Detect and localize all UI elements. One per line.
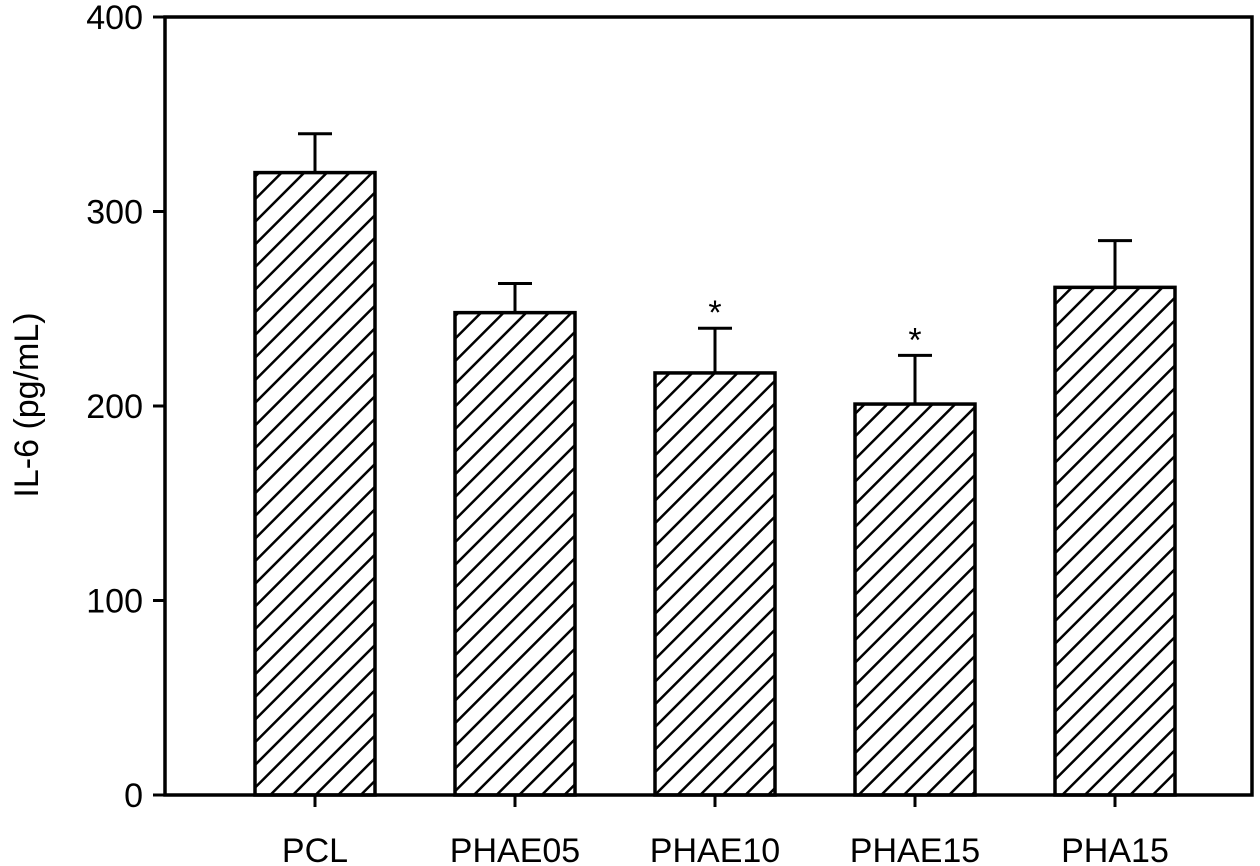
- bar: [453, 310, 577, 797]
- y-tick-label: 100: [86, 583, 143, 621]
- bar: [253, 170, 377, 797]
- bar: [653, 371, 777, 797]
- x-tick-label: PHAE05: [450, 832, 580, 866]
- plot-frame: [163, 15, 1254, 797]
- x-tick-label: PHAE15: [850, 832, 980, 866]
- x-tick-label: PCL: [282, 832, 348, 866]
- x-tick-label: PHAE10: [650, 832, 780, 866]
- significance-mark: *: [708, 294, 721, 332]
- y-tick-label: 0: [124, 777, 143, 815]
- y-axis-label: IL-6 (pg/mL): [8, 312, 46, 497]
- bar: [1053, 285, 1177, 797]
- bar: [853, 402, 977, 797]
- x-tick-label: PHA15: [1061, 832, 1169, 866]
- y-tick-label: 400: [86, 0, 143, 37]
- significance-mark: *: [908, 321, 921, 359]
- y-tick-label: 300: [86, 194, 143, 232]
- y-tick-label: 200: [86, 388, 143, 426]
